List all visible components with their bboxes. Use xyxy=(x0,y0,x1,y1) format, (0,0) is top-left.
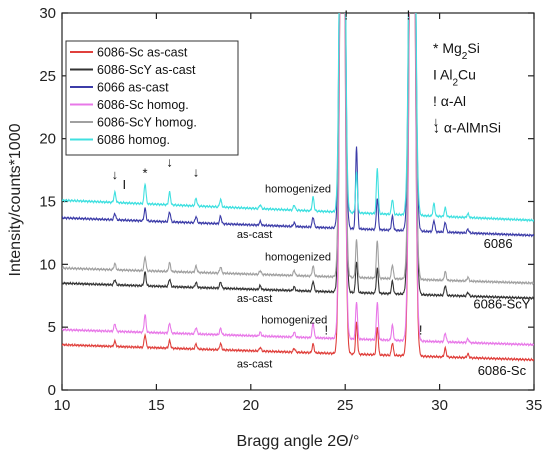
axes: 10 15 20 25 30 35 0 5 10 15 20 25 30 xyxy=(39,5,542,414)
peak-marker: ! xyxy=(325,323,329,338)
y-tick-label: 20 xyxy=(39,131,56,148)
series-line-0 xyxy=(62,13,534,362)
x-tick-label: 35 xyxy=(526,397,543,414)
y-tick-label: 10 xyxy=(39,256,56,273)
y-tick-label: 5 xyxy=(48,319,56,336)
group-label: homogenized xyxy=(261,314,327,326)
group-label: as-cast xyxy=(237,229,272,241)
group-label: homogenized xyxy=(265,252,331,264)
series-line-2 xyxy=(62,13,534,238)
y-tick-label: 30 xyxy=(39,5,56,22)
series-layer xyxy=(62,13,534,362)
peak-marker: ↓ xyxy=(193,164,200,179)
legend-entry: 6086-Sc as-cast xyxy=(97,46,188,60)
legend-entry: 6086-Sc homog. xyxy=(97,98,189,112)
legend-entry: 6086 homog. xyxy=(97,133,170,147)
series-line-3 xyxy=(62,13,534,347)
phase-key-entry: * Mg2Si xyxy=(433,40,480,62)
group-label: 6086 xyxy=(484,236,513,251)
legend-entry: 6086-ScY as-cast xyxy=(97,63,196,77)
series-line-5 xyxy=(62,13,534,223)
peak-marker: ! xyxy=(407,7,411,22)
group-label: homogenized xyxy=(265,184,331,196)
x-tick-label: 25 xyxy=(337,397,354,414)
group-label: as-cast xyxy=(237,293,272,305)
peak-marker: I xyxy=(122,177,126,192)
peak-marker: ! xyxy=(419,323,423,338)
y-tick-label: 15 xyxy=(39,194,56,211)
legend-entry: 6086-ScY homog. xyxy=(97,116,197,130)
y-axis-label: Intensity/counts*1000 xyxy=(7,123,24,276)
group-label: 6086-Sc xyxy=(478,363,527,378)
y-tick-label: 0 xyxy=(48,382,56,399)
phase-key-entry: I Al2Cu xyxy=(433,67,476,89)
x-tick-label: 10 xyxy=(54,397,71,414)
phase-key: * Mg2Si I Al2Cu ! α-Al ↓ α-AlMnSi xyxy=(433,40,501,136)
series-line-4 xyxy=(62,13,534,286)
x-tick-label: 15 xyxy=(148,397,165,414)
phase-key-entry: ↓ α-AlMnSi xyxy=(433,120,501,136)
x-tick-label: 20 xyxy=(242,397,259,414)
peak-marker: ↓ xyxy=(112,167,119,182)
phase-key-entry: ! α-Al xyxy=(433,93,466,109)
group-label: 6086-ScY xyxy=(473,296,530,311)
peak-marker: ! xyxy=(344,7,348,22)
x-tick-label: 30 xyxy=(431,397,448,414)
x-axis-label: Bragg angle 2Θ/° xyxy=(237,433,360,450)
peak-marker: * xyxy=(143,166,148,181)
group-label: as-cast xyxy=(237,358,272,370)
peak-marker: ↓ xyxy=(433,114,440,129)
legend-box xyxy=(65,40,239,156)
series-line-1 xyxy=(62,13,534,301)
legend-entry: 6066 as-cast xyxy=(97,81,169,95)
y-tick-label: 25 xyxy=(39,68,56,85)
annotation-layer: homogenized as-cast homogenized as-cast homo… xyxy=(112,7,531,378)
legend: 6086-Sc as-cast 6086-ScY as-cast 6066 as-c… xyxy=(65,40,239,156)
peak-marker: ↓ xyxy=(166,154,173,169)
